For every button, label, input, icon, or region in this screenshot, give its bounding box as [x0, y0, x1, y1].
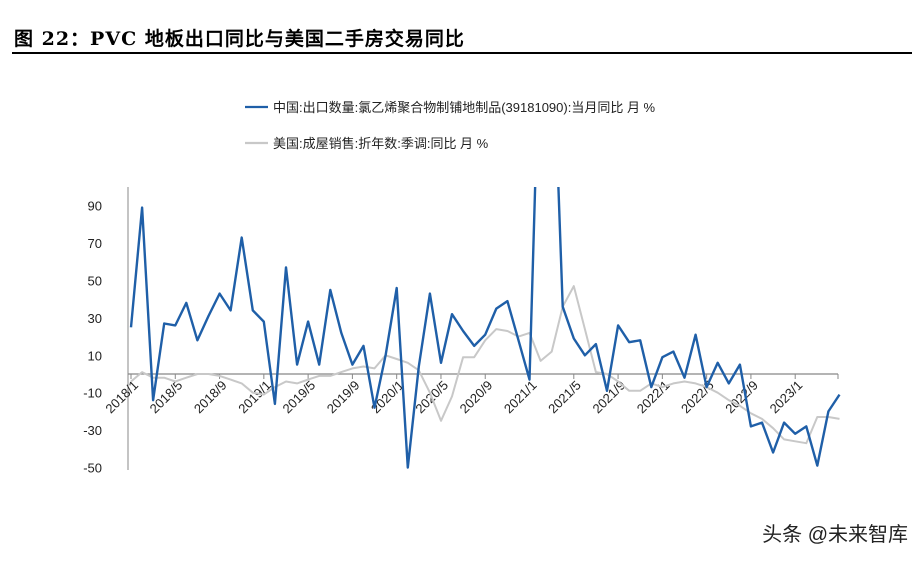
x-tick-label: 2018/9	[191, 378, 230, 417]
x-tick-label: 2020/1	[368, 378, 407, 417]
y-tick-label: 30	[88, 311, 102, 326]
y-tick-label: -30	[83, 423, 102, 438]
china-export-series-line	[129, 187, 841, 469]
x-tick-label: 2019/9	[324, 378, 363, 417]
x-tick-label: 2020/9	[457, 378, 496, 417]
title-divider	[12, 52, 912, 54]
figure-title: 图 22：PVC 地板出口同比与美国二手房交易同比	[14, 28, 465, 50]
x-tick-label: 2018/1	[102, 378, 141, 417]
y-tick-label: 50	[88, 274, 102, 289]
y-tick-label: 90	[88, 199, 102, 214]
y-tick-label: 10	[88, 348, 102, 363]
y-tick-label: -50	[83, 461, 102, 476]
watermark: 头条 @未来智库	[762, 524, 908, 546]
legend: 中国:出口数量:氯乙烯聚合物制铺地制品(39181090):当月同比 月 % 美国…	[245, 100, 656, 151]
y-tick-label: -10	[83, 386, 102, 401]
legend-label: 美国:成屋销售:折年数:季调:同比 月 %	[273, 136, 489, 151]
x-tick-label: 2021/5	[545, 378, 584, 417]
y-tick-label: 70	[88, 236, 102, 251]
series-lines	[129, 187, 841, 469]
us-home-sales-series-line	[130, 285, 840, 445]
x-tick-label: 2021/1	[501, 378, 540, 417]
legend-label: 中国:出口数量:氯乙烯聚合物制铺地制品(39181090):当月同比 月 %	[273, 100, 656, 115]
x-tick-label: 2023/1	[767, 378, 806, 417]
